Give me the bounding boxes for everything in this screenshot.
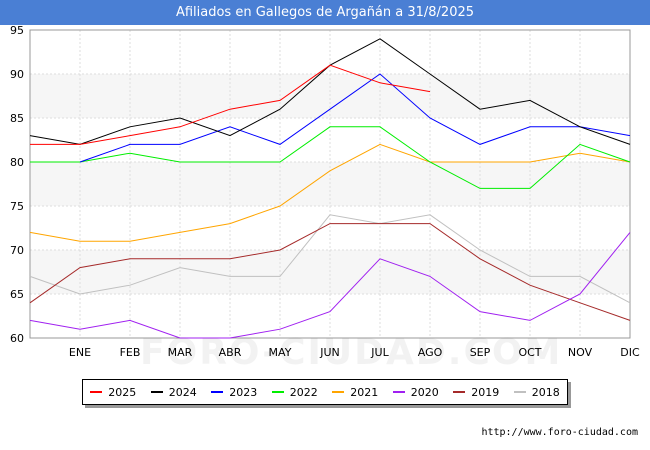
x-tick-label: NOV — [568, 346, 593, 359]
y-tick-label: 70 — [10, 244, 24, 257]
legend-label: 2020 — [410, 385, 439, 399]
y-tick-label: 65 — [10, 288, 24, 301]
y-tick-label: 95 — [10, 24, 24, 37]
y-tick-label: 85 — [10, 112, 24, 125]
watermark: FORO-CIUDAD.COM — [140, 332, 563, 373]
legend-item-2020: 2020 — [392, 385, 439, 399]
series-line-2018 — [29, 214, 631, 304]
legend-item-2024: 2024 — [150, 385, 197, 399]
legend-swatch — [150, 391, 163, 393]
legend-swatch — [453, 391, 466, 393]
legend-item-2023: 2023 — [211, 386, 257, 399]
x-tick-label: OCT — [518, 346, 541, 359]
legend-label: 2021 — [350, 385, 379, 399]
legend-swatch — [513, 391, 526, 393]
legend-label: 2023 — [229, 385, 258, 399]
x-tick-label: DIC — [620, 346, 640, 359]
x-tick-label: SEP — [470, 346, 491, 359]
legend-swatch — [332, 391, 345, 393]
y-tick-label: 80 — [10, 156, 24, 169]
legend-item-2018: 2018 — [513, 385, 560, 399]
legend-label: 2018 — [531, 385, 560, 399]
legend-item-2019: 2019 — [453, 386, 499, 399]
x-tick-label: ENE — [69, 346, 91, 359]
legend-swatch — [271, 391, 284, 393]
x-tick-label: JUN — [319, 346, 340, 359]
legend-label: 2022 — [289, 385, 318, 399]
y-tick-label: 75 — [10, 200, 24, 213]
series-line-2025 — [30, 64, 431, 145]
legend-label: 2024 — [168, 385, 197, 399]
series-line-2020 — [29, 232, 631, 339]
chart-legend: 2025 2024 2023 2022 2021 2020 2019 2018 — [82, 379, 568, 405]
y-tick-label: 90 — [10, 68, 24, 81]
legend-swatch — [90, 391, 103, 393]
x-tick-label: FEB — [120, 346, 141, 359]
series-line-2022 — [30, 126, 631, 189]
series-line-2021 — [29, 143, 631, 242]
legend-item-2025: 2025 — [90, 386, 136, 399]
legend-item-2022: 2022 — [271, 385, 318, 399]
legend-label: 2025 — [108, 385, 137, 399]
x-tick-label: MAY — [269, 346, 292, 359]
plot-frame — [29, 29, 631, 339]
series-line-2019 — [29, 223, 631, 321]
legend-item-2021: 2021 — [332, 386, 378, 399]
x-tick-label: JUL — [370, 346, 389, 359]
legend-label: 2019 — [471, 385, 500, 399]
chart-title: Afiliados en Gallegos de Argañán a 31/8/… — [0, 0, 650, 25]
y-tick-label: 60 — [10, 332, 24, 345]
legend-swatch — [211, 391, 224, 393]
series-line-2023 — [79, 73, 631, 163]
legend-swatch — [392, 391, 405, 393]
source-link[interactable]: http://www.foro-ciudad.com — [481, 427, 638, 438]
x-tick-label: AGO — [418, 346, 443, 359]
x-tick-label: ABR — [219, 346, 242, 359]
x-tick-label: MAR — [168, 346, 193, 359]
